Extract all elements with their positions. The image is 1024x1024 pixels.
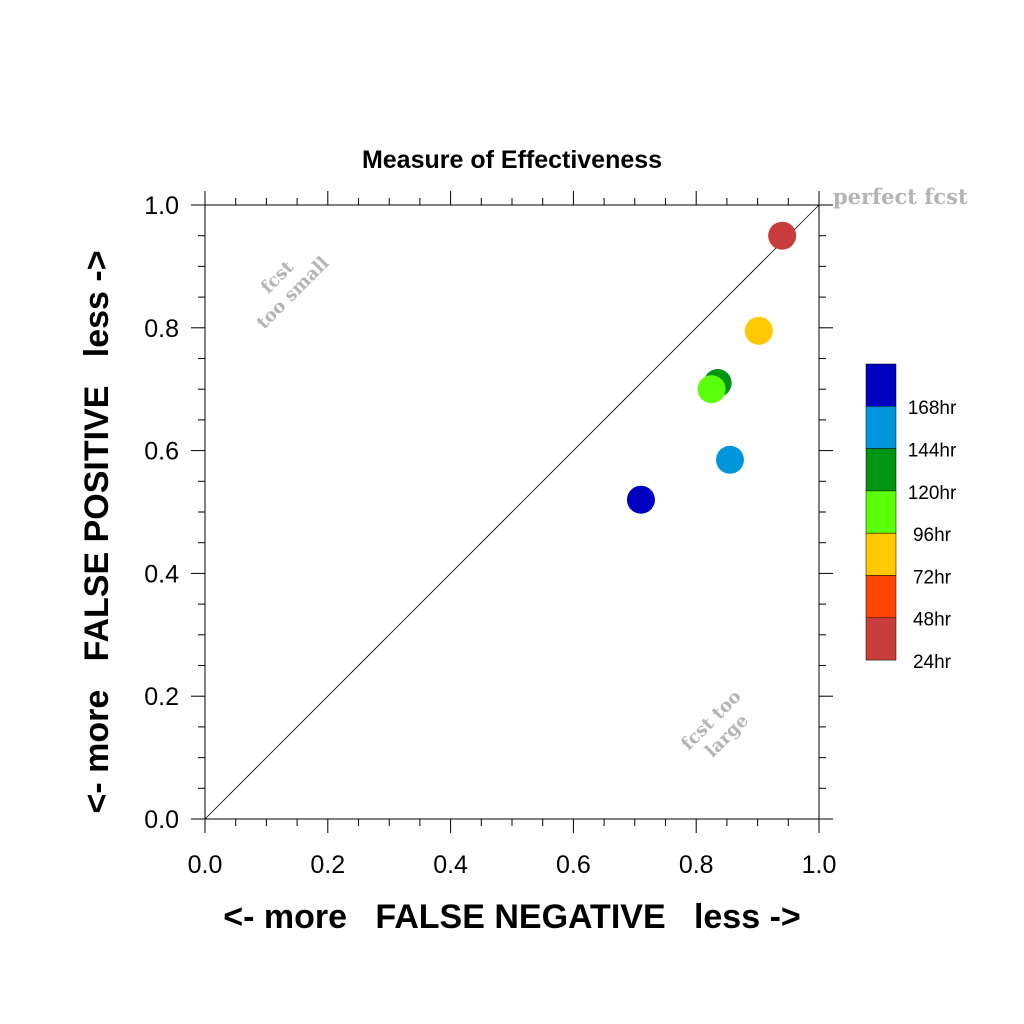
legend-label-120hr: 120hr bbox=[908, 483, 957, 504]
tick-marks bbox=[191, 191, 833, 833]
y-tick-label: 0.4 bbox=[144, 560, 179, 588]
point-24hr bbox=[768, 221, 797, 250]
chart-title: Measure of Effectiveness bbox=[362, 146, 662, 174]
x-tick-label: 1.0 bbox=[802, 851, 837, 879]
legend-swatch-48hr bbox=[865, 575, 897, 619]
point-144hr bbox=[715, 445, 744, 474]
y-tick-label: 0.0 bbox=[144, 806, 179, 834]
y-tick-label: 0.2 bbox=[144, 683, 179, 711]
x-tick-label: 0.0 bbox=[188, 851, 223, 879]
legend-label-144hr: 144hr bbox=[908, 440, 957, 461]
legend-label-168hr: 168hr bbox=[908, 398, 957, 419]
legend-swatch-24hr bbox=[865, 617, 897, 661]
perfect-forecast-annotation: perfect fcst bbox=[833, 184, 968, 209]
x-axis-label: <- more FALSE NEGATIVE less -> bbox=[223, 898, 801, 936]
legend-swatch-72hr bbox=[865, 532, 897, 576]
legend-label-96hr: 96hr bbox=[913, 525, 952, 546]
perfect-forecast-diagonal bbox=[204, 204, 820, 820]
y-tick-label: 0.6 bbox=[144, 438, 179, 466]
y-axis-label: <- more FALSE POSITIVE less -> bbox=[78, 250, 116, 813]
legend-label-48hr: 48hr bbox=[913, 610, 952, 631]
point-72hr bbox=[744, 316, 773, 345]
legend: 168hr 144hr 120hr 96hr 72hr 48hr 24hr bbox=[865, 363, 957, 673]
legend-swatch-96hr bbox=[865, 490, 897, 534]
legend-swatch-144hr bbox=[865, 406, 897, 449]
legend-label-72hr: 72hr bbox=[913, 567, 952, 588]
y-tick-labels: 0.0 0.2 0.4 0.6 0.8 1.0 bbox=[144, 192, 179, 834]
point-96hr bbox=[697, 375, 726, 404]
x-tick-label: 0.2 bbox=[310, 851, 345, 879]
x-tick-label: 0.8 bbox=[679, 851, 714, 879]
x-tick-label: 0.4 bbox=[433, 851, 468, 879]
legend-swatch-168hr bbox=[865, 363, 897, 407]
point-168hr bbox=[626, 485, 655, 514]
too-large-annotation: fcst too large bbox=[677, 686, 753, 762]
x-tick-labels: 0.0 0.2 0.4 0.6 0.8 1.0 bbox=[188, 851, 837, 879]
legend-swatch-120hr bbox=[865, 448, 897, 492]
x-tick-label: 0.6 bbox=[556, 851, 591, 879]
data-points bbox=[626, 221, 797, 514]
y-tick-label: 0.8 bbox=[144, 315, 179, 343]
legend-label-24hr: 24hr bbox=[913, 652, 952, 673]
too-small-line2: too small bbox=[253, 253, 334, 334]
too-small-annotation: fcst too small bbox=[253, 253, 334, 334]
y-tick-label: 1.0 bbox=[144, 192, 179, 220]
